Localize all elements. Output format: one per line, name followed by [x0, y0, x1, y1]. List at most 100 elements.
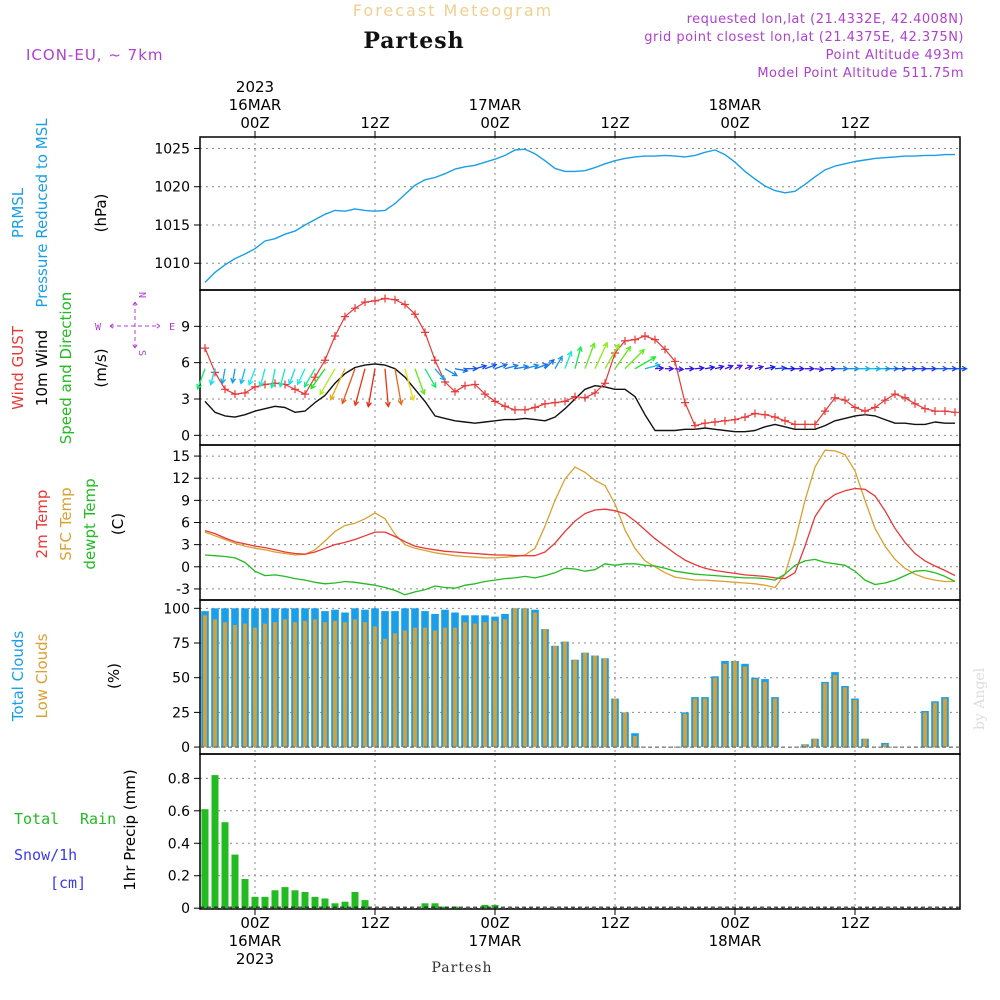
cloud-low-bar: [263, 623, 267, 748]
cloud-low-bar: [613, 698, 617, 748]
temperature-ylabel-line: 2m Temp: [33, 490, 51, 559]
time-axis-top-label: 00Z: [720, 114, 749, 132]
wind-gust-marker: [601, 379, 609, 388]
cloud-low-bar: [483, 622, 487, 748]
wind-gust-marker: [911, 399, 919, 408]
wind-panel: 0 3 6 9: [181, 289, 968, 446]
wind-direction-arrowhead: [501, 362, 509, 369]
wind-direction-arrow: [604, 344, 620, 370]
wind-gust-marker: [761, 410, 769, 419]
wind-direction-arrowhead: [239, 378, 245, 385]
model-label: ICON-EU, ~ 7km: [26, 46, 164, 64]
wind-direction-arrowhead: [258, 381, 265, 388]
cloud-low-bar: [283, 619, 287, 747]
requested-coords: requested lon,lat (21.4332E, 42.4008N): [687, 12, 964, 27]
time-axis-top-label: 12Z: [840, 114, 869, 132]
wind-gust-marker: [901, 393, 909, 402]
wind-direction-arrow: [494, 363, 508, 370]
wind-gust-marker: [471, 380, 479, 389]
wind-direction-arrow: [310, 368, 326, 389]
wind-direction-arrow: [248, 368, 256, 385]
cloud-low-bar: [383, 638, 387, 747]
wind-ytick-label: 3: [181, 392, 190, 408]
cloud-low-bar: [683, 713, 687, 748]
cloud-low-bar: [353, 619, 357, 747]
wind-direction-arrow: [454, 368, 468, 372]
time-axis-bottom-label: 16MAR: [229, 932, 282, 950]
cloud-low-bar: [833, 674, 837, 747]
time-axis-top-label: 12Z: [600, 114, 629, 132]
precip-rain-bar: [341, 901, 349, 909]
cloud-low-bar: [493, 620, 497, 748]
time-axis-bottom-label: 12Z: [360, 914, 389, 932]
footer-station: Partesh: [432, 960, 493, 976]
wind-direction-arrow: [197, 368, 206, 390]
cloud-low-bar: [253, 627, 257, 747]
station-title: Partesh: [363, 28, 464, 54]
pressure-ytick-label: 1025: [154, 141, 190, 157]
wind-gust-marker: [741, 413, 749, 422]
clouds-ylabel-line: Low Clouds: [33, 633, 51, 718]
wind-gust-marker: [771, 413, 779, 422]
wind-direction-arrowhead: [269, 382, 276, 389]
wind-gust-marker: [681, 398, 689, 407]
precip-rain-bar: [291, 890, 299, 909]
temperature-ytick-label: 0: [181, 560, 190, 576]
wind-gust-marker: [331, 332, 339, 341]
wind-direction-arrowhead: [310, 383, 316, 390]
wind-gust-marker: [221, 385, 229, 394]
precip-rain-bar: [361, 900, 369, 909]
wind-direction-arrowhead: [698, 365, 706, 372]
wind-direction-arrowhead: [799, 365, 806, 372]
cloud-low-bar: [763, 681, 767, 748]
wind-direction-arrowhead: [196, 383, 202, 391]
temperature-ylabel-line: SFC Temp: [57, 487, 75, 560]
wind-direction-arrowhead: [296, 379, 303, 386]
precip-ytick-label: 0.4: [168, 836, 190, 852]
wind-direction-arrowhead: [319, 389, 325, 396]
wind-gust-marker: [561, 397, 569, 406]
wind-direction-arrow: [694, 367, 704, 370]
cloud-low-bar: [403, 630, 407, 747]
time-axis-bottom-label: 12Z: [600, 914, 629, 932]
cloud-low-bar: [393, 633, 397, 748]
wind-gust-marker: [501, 402, 509, 411]
wind-direction-arrowhead: [809, 365, 816, 372]
pressure-frame: [199, 136, 961, 291]
precip-legend-unit: [cm]: [50, 874, 86, 892]
temperature-ytick-label: 3: [181, 538, 190, 554]
precip-rain-bar: [421, 903, 429, 909]
wind-direction-arrow: [231, 368, 236, 383]
wind-direction-arrowhead: [287, 379, 294, 386]
wind-direction-arrowhead: [278, 381, 285, 389]
wind-direction-arrow: [424, 368, 437, 388]
wind-gust-marker: [651, 335, 659, 344]
wind-direction-arrowhead: [230, 377, 237, 385]
precip-rain-bar: [331, 903, 339, 909]
precip-rain-bar: [311, 896, 319, 909]
wind-direction-arrowhead: [678, 366, 685, 372]
cloud-low-bar: [233, 625, 237, 748]
cloud-low-bar: [943, 698, 947, 748]
precip-rain-bar: [321, 898, 329, 909]
time-axis-bottom-label: 12Z: [840, 914, 869, 932]
wind-gust-marker: [641, 332, 649, 341]
precip-rain-bar: [431, 903, 439, 909]
compass-south: S: [136, 350, 147, 356]
wind-gust-marker: [801, 420, 809, 429]
cloud-low-bar: [373, 626, 377, 748]
pressure-ylabel-line: PRMSL: [9, 187, 27, 238]
cloud-low-bar: [293, 622, 297, 748]
clouds-unit: (%): [105, 663, 123, 689]
wind-direction-arrowhead: [341, 398, 347, 405]
wind-gust-marker: [401, 300, 409, 309]
wind-gust-marker: [241, 388, 249, 397]
wind-gust-marker: [791, 420, 799, 429]
cloud-low-bar: [563, 641, 567, 747]
gridpoint-coords: grid point closest lon,lat (21.4375E, 42…: [644, 30, 964, 45]
wind-direction-arrowhead: [639, 348, 645, 355]
wind-unit-line: (m/s): [92, 348, 110, 387]
precip-rain-bar: [491, 904, 499, 909]
